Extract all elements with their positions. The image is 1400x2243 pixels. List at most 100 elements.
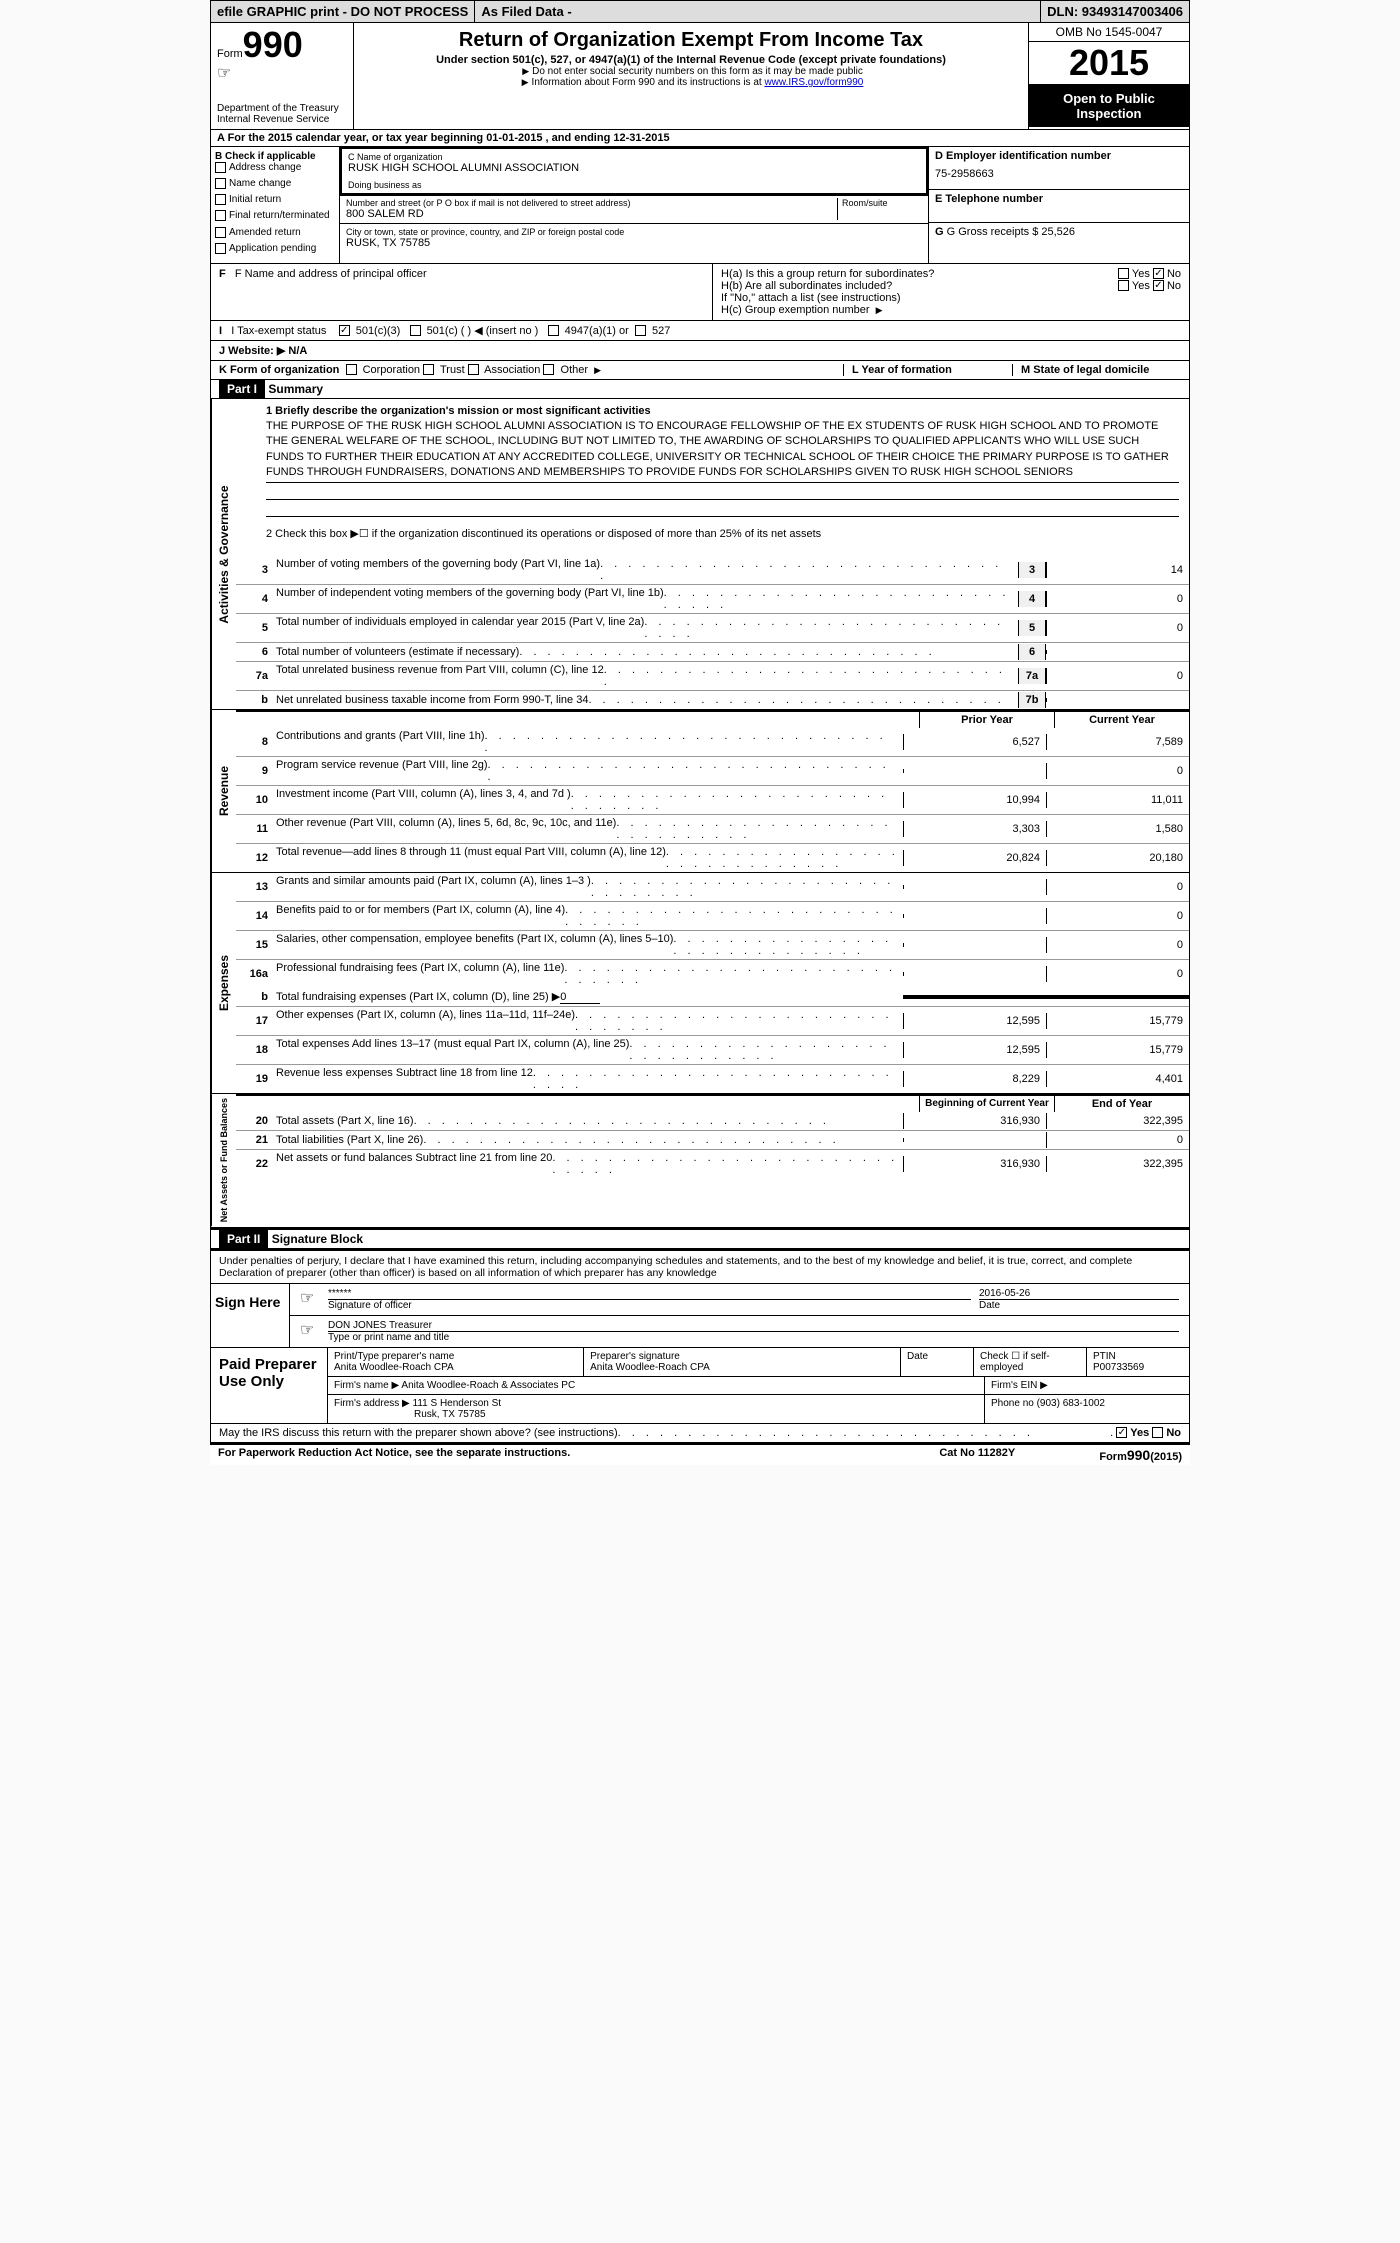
current-year-header: Current Year	[1054, 712, 1189, 728]
side-net-assets: Net Assets or Fund Balances	[211, 1094, 236, 1226]
checkbox[interactable]	[215, 210, 226, 221]
discuss-yes-checkbox[interactable]: ✓	[1116, 1427, 1127, 1438]
principal-officer: F F Name and address of principal office…	[211, 264, 712, 320]
firm-city: Rusk, TX 75785	[334, 1409, 978, 1420]
row-j-website: J Website: ▶ N/A	[210, 341, 1190, 361]
prep-sig: Anita Woodlee-Roach CPA	[590, 1362, 894, 1373]
checkbox-item: Final return/terminated	[215, 210, 335, 221]
prep-sig-label: Preparer's signature	[590, 1351, 894, 1362]
firm-name: Anita Woodlee-Roach & Associates PC	[401, 1380, 575, 1391]
officer-name: DON JONES Treasurer	[328, 1320, 1179, 1331]
topbar-mid: As Filed Data -	[475, 1, 1041, 22]
part1-title: Summary	[268, 382, 323, 396]
open-inspection: Open to Public Inspection	[1029, 85, 1189, 127]
checkbox[interactable]	[215, 194, 226, 205]
ha-no-checkbox[interactable]: ✓	[1153, 268, 1164, 279]
checkbox-item: Application pending	[215, 243, 335, 254]
addr-value: 800 SALEM RD	[346, 208, 837, 220]
footer-right: Form990(2015)	[1099, 1447, 1182, 1463]
footer-left: For Paperwork Reduction Act Notice, see …	[218, 1447, 939, 1463]
row-i: I I Tax-exempt status ✓ 501(c)(3) 501(c)…	[210, 321, 1190, 341]
discuss-no-checkbox[interactable]	[1152, 1427, 1163, 1438]
firm-ein-label: Firm's EIN ▶	[985, 1377, 1189, 1394]
side-revenue: Revenue	[211, 710, 236, 872]
name-label: C Name of organization	[348, 152, 920, 162]
prior-year-header: Prior Year	[919, 712, 1054, 728]
tax-year: 2015	[1029, 42, 1189, 85]
ptin-label: PTIN	[1093, 1351, 1183, 1362]
part1-header: Part I	[219, 380, 265, 398]
hc-label: H(c) Group exemption number	[721, 304, 870, 316]
hb-note: If "No," attach a list (see instructions…	[721, 292, 1181, 304]
col-b-label: B Check if applicable	[215, 151, 335, 162]
501c-checkbox[interactable]	[410, 325, 421, 336]
trust-checkbox[interactable]	[423, 364, 434, 375]
sig-date: 2016-05-26	[979, 1288, 1179, 1299]
org-name: RUSK HIGH SCHOOL ALUMNI ASSOCIATION	[348, 162, 920, 174]
checkbox-item: Name change	[215, 178, 335, 189]
officer-label: Type or print name and title	[328, 1331, 1179, 1343]
527-checkbox[interactable]	[635, 325, 646, 336]
501c3-checkbox[interactable]: ✓	[339, 325, 350, 336]
firm-phone: Phone no (903) 683-1002	[985, 1395, 1189, 1423]
hb-no-checkbox[interactable]: ✓	[1153, 280, 1164, 291]
part2-title: Signature Block	[272, 1232, 363, 1246]
gross-receipts: G G Gross receipts $ 25,526	[935, 226, 1183, 238]
ein-value: 75-2958663	[935, 162, 1183, 186]
line2: 2 Check this box ▶☐ if the organization …	[266, 527, 1179, 540]
assoc-checkbox[interactable]	[468, 364, 479, 375]
checkbox-item: Amended return	[215, 227, 335, 238]
4947-checkbox[interactable]	[548, 325, 559, 336]
perjury-text: Under penalties of perjury, I declare th…	[211, 1251, 1189, 1283]
corp-checkbox[interactable]	[346, 364, 357, 375]
phone-value	[935, 205, 1183, 219]
ein-label: D Employer identification number	[935, 150, 1183, 162]
prep-name: Anita Woodlee-Roach CPA	[334, 1362, 577, 1373]
note-1: Do not enter social security numbers on …	[532, 66, 863, 77]
checkbox-item: Address change	[215, 162, 335, 173]
sig-stars: ******	[328, 1288, 971, 1299]
firm-addr: 111 S Henderson St	[413, 1398, 502, 1409]
checkbox-item: Initial return	[215, 194, 335, 205]
checkbox[interactable]	[215, 227, 226, 238]
hb-yes-checkbox[interactable]	[1118, 280, 1129, 291]
dba-label: Doing business as	[348, 180, 920, 190]
checkbox[interactable]	[215, 162, 226, 173]
room-label: Room/suite	[842, 198, 922, 208]
paid-preparer-label: Paid Preparer Use Only	[211, 1348, 327, 1423]
side-expenses: Expenses	[211, 873, 236, 1093]
checkbox[interactable]	[215, 178, 226, 189]
sign-here-label: Sign Here	[211, 1283, 289, 1347]
top-bar: efile GRAPHIC print - DO NOT PROCESS As …	[210, 0, 1190, 23]
row-k-form-org: K Form of organization Corporation Trust…	[219, 364, 843, 376]
side-activities-governance: Activities & Governance	[211, 399, 236, 710]
prep-date-label: Date	[901, 1348, 974, 1376]
city-label: City or town, state or province, country…	[346, 227, 922, 237]
sig-officer-label: Signature of officer	[328, 1299, 971, 1311]
discuss-row: May the IRS discuss this return with the…	[210, 1424, 1190, 1443]
bcy-header: Beginning of Current Year	[919, 1096, 1054, 1112]
firm-addr-label: Firm's address ▶	[334, 1398, 410, 1409]
row-a-tax-year: A For the 2015 calendar year, or tax yea…	[210, 130, 1190, 147]
blackcell	[903, 995, 1046, 999]
prep-name-label: Print/Type preparer's name	[334, 1351, 577, 1362]
part2-header: Part II	[219, 1230, 268, 1248]
checkbox[interactable]	[215, 243, 226, 254]
irs-label: Internal Revenue Service	[217, 114, 347, 125]
ha-yes-checkbox[interactable]	[1118, 268, 1129, 279]
dept-treasury: Department of the Treasury	[217, 103, 347, 114]
phone-label: E Telephone number	[935, 193, 1183, 205]
check-self: Check ☐ if self-employed	[974, 1348, 1087, 1376]
mission-text: THE PURPOSE OF THE RUSK HIGH SCHOOL ALUM…	[266, 417, 1179, 484]
ha-label: H(a) Is this a group return for subordin…	[721, 268, 1118, 280]
form-header: Form990 ☞ Department of the Treasury Int…	[210, 23, 1190, 130]
irs-link[interactable]: www.IRS.gov/form990	[764, 77, 863, 88]
form-number: 990	[243, 24, 303, 65]
form-title: Return of Organization Exempt From Incom…	[362, 29, 1020, 52]
omb-number: OMB No 1545-0047	[1029, 23, 1189, 42]
date-label: Date	[979, 1299, 1179, 1311]
hb-label: H(b) Are all subordinates included?	[721, 280, 1118, 292]
line1-label: 1 Briefly describe the organization's mi…	[266, 405, 1179, 417]
other-checkbox[interactable]	[543, 364, 554, 375]
state-domicile: M State of legal domicile	[1012, 364, 1181, 376]
